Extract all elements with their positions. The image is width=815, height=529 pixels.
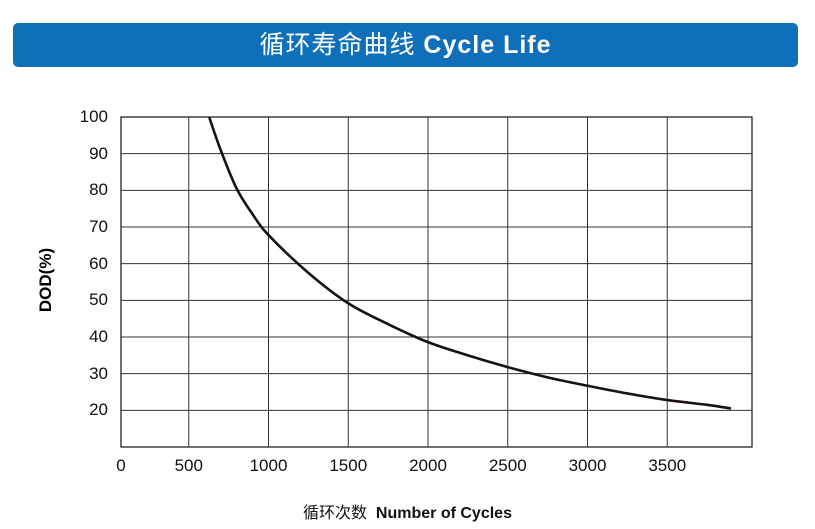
y-tick-label: 40: [89, 327, 108, 346]
x-tick-label: 1000: [249, 456, 288, 475]
y-tick-label: 100: [79, 107, 108, 126]
x-tick-label: 1500: [329, 456, 368, 475]
y-tick-label: 80: [89, 180, 108, 200]
x-axis-label-en: Number of Cycles: [375, 505, 512, 522]
title-banner: 循环寿命曲线 Cycle Life: [13, 23, 798, 67]
x-axis-label: 循环次数 Number of Cycles: [0, 499, 815, 523]
x-tick-label: 2000: [409, 456, 447, 475]
y-tick-label: 50: [89, 290, 108, 310]
x-tick-label: 0: [116, 456, 126, 475]
plot-frame: [120, 116, 753, 448]
y-tick-label: 20: [89, 400, 108, 420]
x-tick-label: 2500: [488, 456, 527, 475]
y-tick-label: 60: [89, 253, 108, 273]
title-en: Cycle Life: [423, 31, 552, 59]
cycle-life-curve: [207, 116, 732, 410]
y-tick-label: 30: [89, 363, 108, 383]
y-tick-label: 70: [89, 217, 108, 236]
y-axis-label: DOD(%): [36, 247, 55, 313]
x-tick-label: 500: [174, 456, 203, 475]
x-tick-label: 3500: [648, 456, 687, 475]
x-axis-label-zh: 循环次数: [303, 505, 368, 522]
y-tick-label: 90: [89, 143, 108, 163]
title-zh: 循环寿命曲线: [259, 31, 416, 59]
x-tick-label: 3000: [568, 456, 607, 475]
